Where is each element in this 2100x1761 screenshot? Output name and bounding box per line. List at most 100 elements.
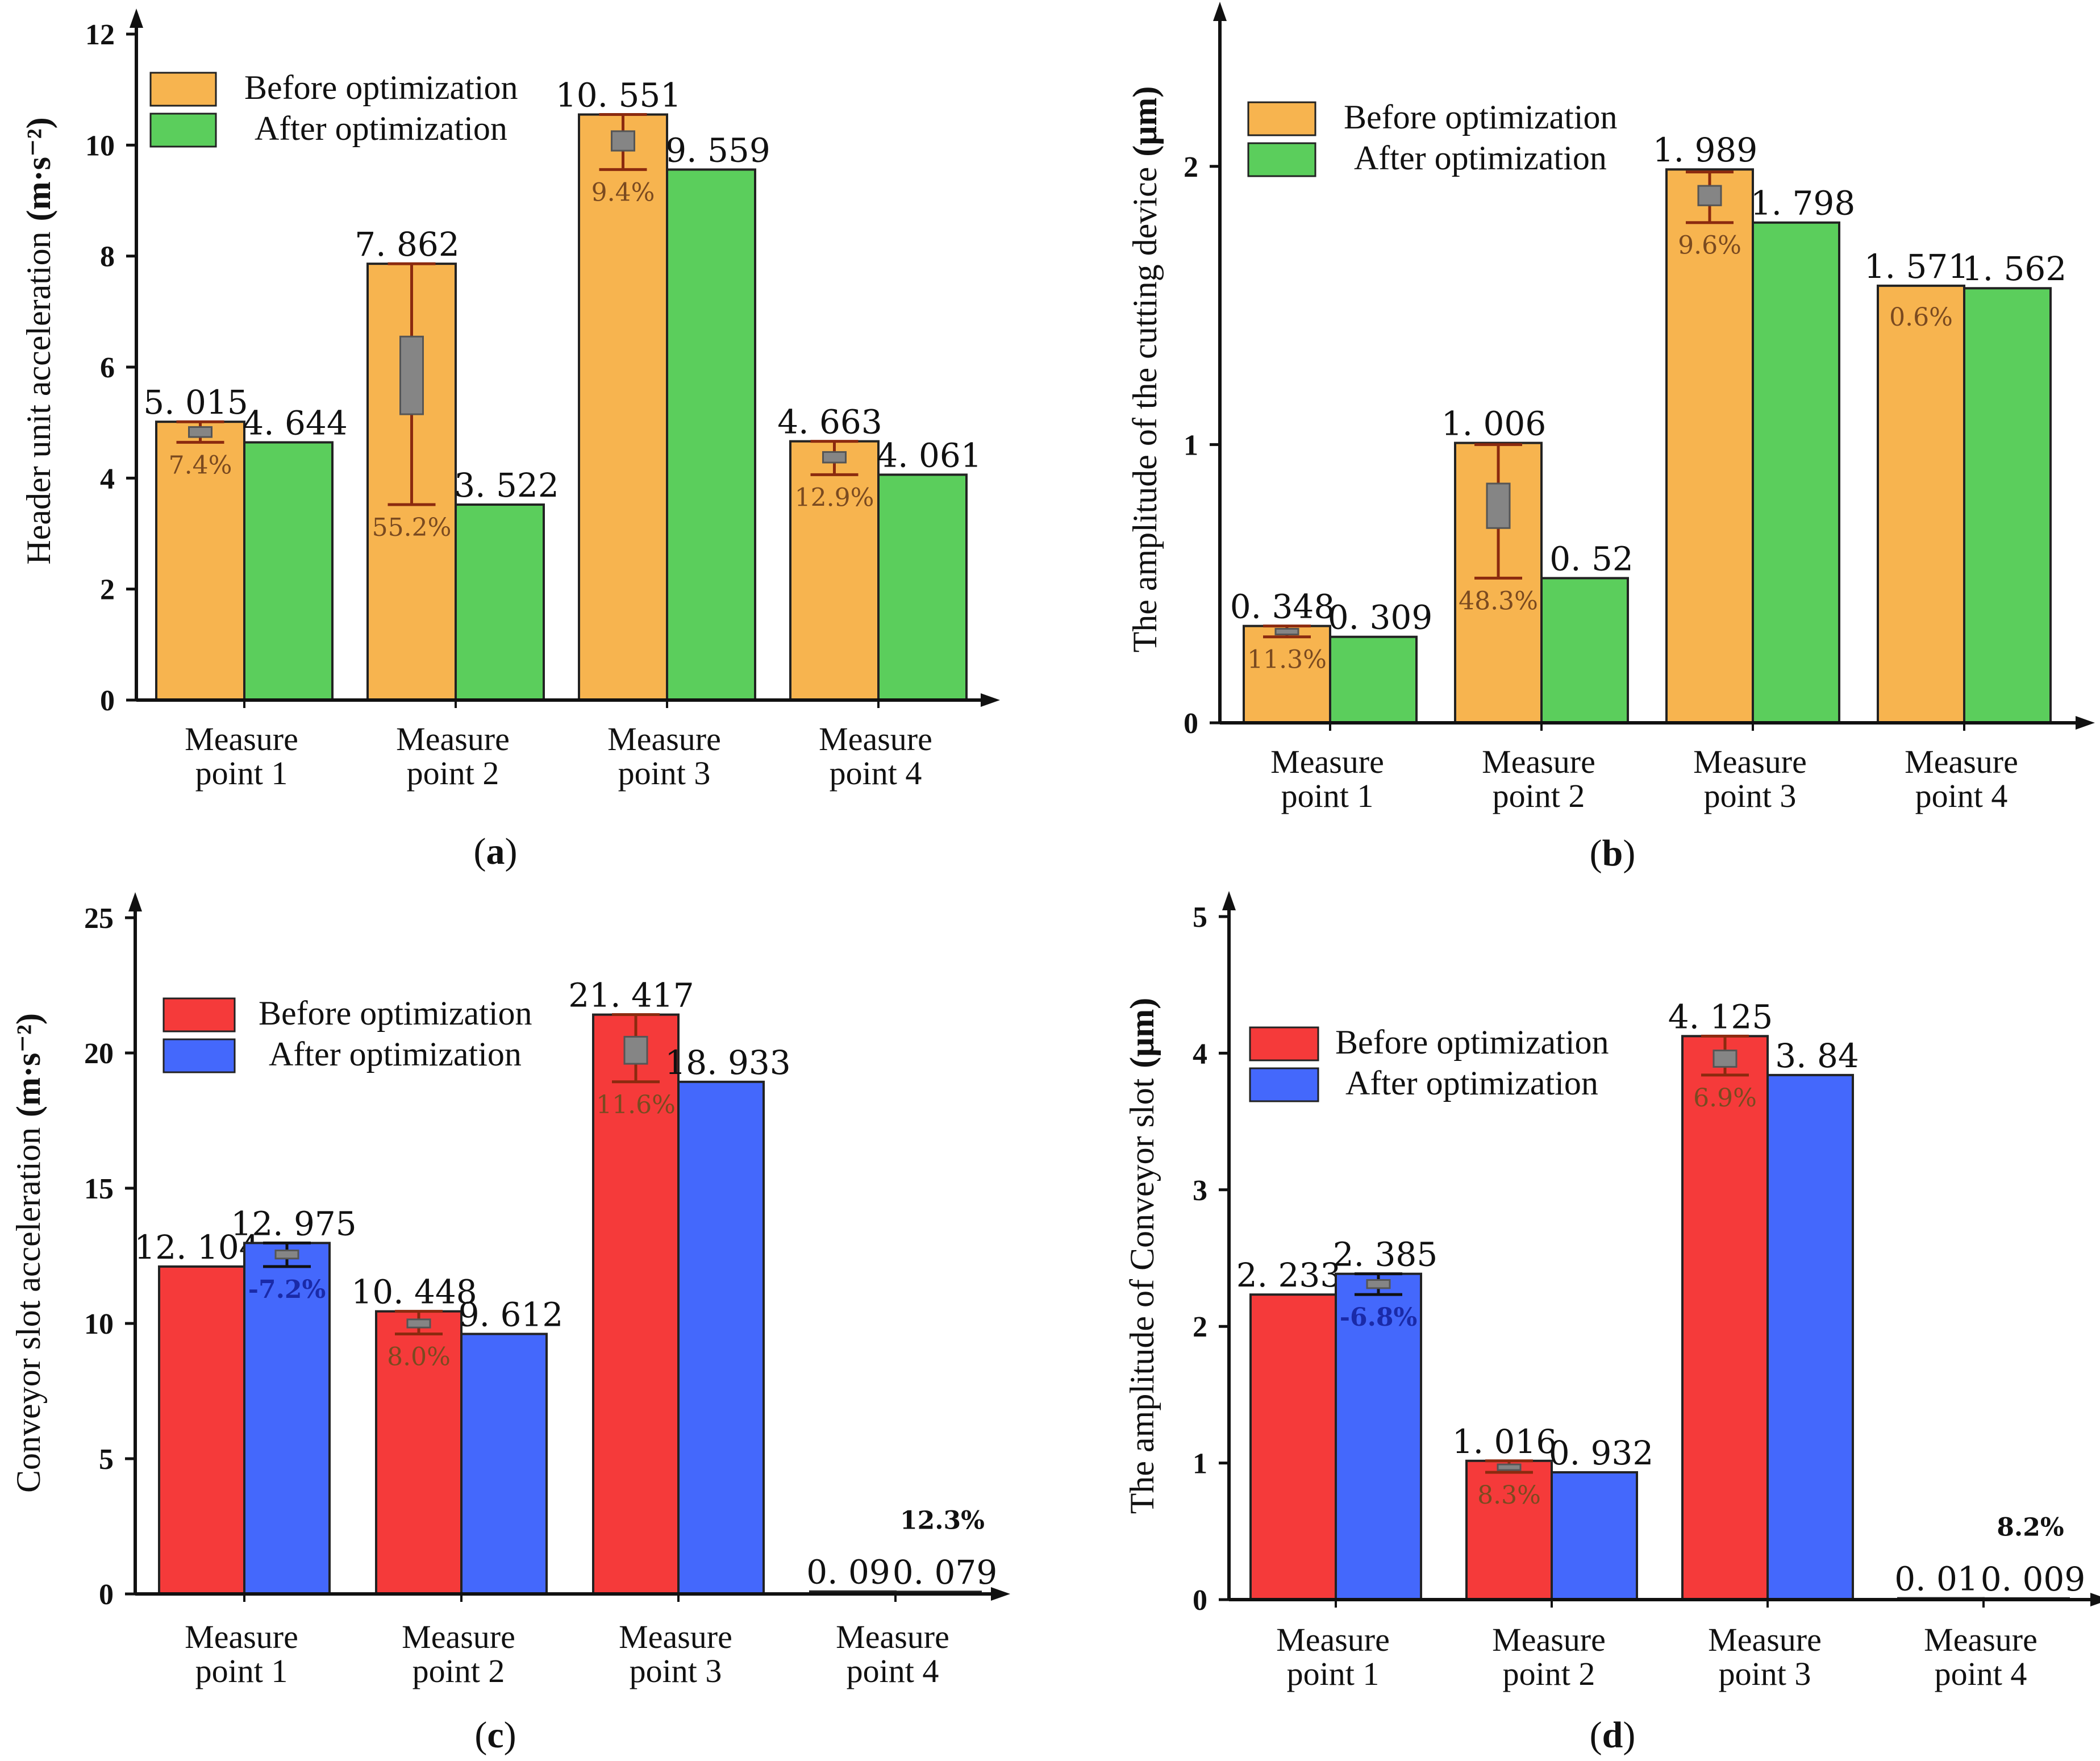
x-axis-arrow [991, 1587, 1010, 1601]
panel-caption-letter: c [487, 1714, 503, 1756]
bar-before-3 [1665, 168, 1754, 724]
error-box-4 [822, 451, 847, 464]
y-tick-label-0: 0 [99, 1579, 114, 1611]
legend-swatch-before [163, 997, 236, 1033]
y-axis-unit: (μm) [1123, 998, 1161, 1068]
bar-value-label-after-2: 0. 932 [1549, 1434, 1653, 1472]
percent-label-2: 55.2% [372, 513, 452, 542]
y-tick-label-1: 1 [1184, 429, 1198, 461]
legend-swatch-after [1247, 142, 1316, 177]
bar-value-label-before-4: 1. 571 [1864, 247, 1969, 286]
category-label-line2-4: point 4 [830, 755, 922, 792]
category-label-line2-1: point 1 [1281, 777, 1374, 814]
chart-panel-b: 0. 348 1. 006 1. 989 1. 571 0. 309 0. 52 1. 79… [1126, 2, 2095, 874]
percent-label-4: 12.9% [795, 483, 874, 512]
bar-after-2 [1551, 1471, 1638, 1601]
percent-label-3: 9.4% [591, 178, 655, 207]
y-axis-arrow [130, 9, 143, 28]
category-label-line1-1: Measure [185, 721, 298, 757]
panel-caption-open: ( [1590, 832, 1602, 874]
y-axis-unit: (m·s⁻²) [20, 117, 57, 221]
panel-caption-open: ( [474, 831, 486, 872]
y-axis-label-text: The amplitude of the cutting device [1126, 167, 1164, 653]
bar-after-2 [455, 503, 545, 701]
bar-value-label-before-4: 0. 01 [1894, 1560, 1978, 1598]
bar-after-4 [1963, 287, 2052, 724]
y-tick-label-4: 4 [100, 463, 115, 495]
category-label-line1-3: Measure [619, 1618, 732, 1655]
category-label-line2-4: point 4 [847, 1652, 939, 1689]
error-box-2 [1486, 482, 1511, 529]
bar-value-label-after-4: 0. 009 [1981, 1560, 2085, 1598]
bar-value-label-before-1: 2. 233 [1236, 1256, 1341, 1294]
y-axis-label-text: Header unit acceleration [20, 231, 57, 564]
legend-swatch-before [1247, 101, 1316, 136]
bar-after-2 [460, 1333, 548, 1595]
bar-value-label-after-2: 3. 522 [454, 466, 559, 505]
y-axis-label: Header unit acceleration (m·s⁻²) [20, 117, 57, 564]
legend-swatch-after [163, 1038, 236, 1073]
error-box-3 [1697, 185, 1722, 206]
category-label-line1-3: Measure [607, 721, 721, 757]
chart-panel-a: 5. 015 7. 862 10. 551 4. 663 4. 644 3. 522 9. … [20, 9, 1000, 872]
bar-value-label-before-2: 1. 016 [1452, 1422, 1557, 1461]
y-axis-label: The amplitude of the cutting device (μm) [1126, 86, 1164, 653]
chart-panel-d: 2. 233 1. 016 4. 125 0. 01 2. 385 0. 932 3. 84… [1123, 891, 2100, 1756]
percent-label-1: 11.3% [1247, 646, 1327, 675]
error-box-1 [1274, 628, 1299, 636]
bar-value-label-after-2: 0. 52 [1549, 539, 1634, 578]
bar-after-1 [1335, 1272, 1422, 1601]
y-tick-label-15: 15 [84, 1173, 114, 1205]
panel-caption-close: ) [1623, 832, 1635, 874]
y-axis-arrow [1213, 2, 1227, 21]
y-tick-label-10: 10 [84, 1308, 114, 1340]
category-label-line2-3: point 3 [630, 1652, 722, 1689]
bar-value-label-before-4: 0. 09 [806, 1553, 890, 1592]
y-axis-arrow [1222, 891, 1236, 910]
error-box-2 [406, 1318, 431, 1329]
y-tick-label-20: 20 [84, 1038, 114, 1070]
y-tick-label-0: 0 [100, 685, 115, 717]
percent-label-4: 12.3% [900, 1506, 985, 1535]
panel-caption: (d) [1590, 1714, 1636, 1756]
category-label-line1-1: Measure [1270, 743, 1384, 780]
legend-label-after: After optimization [255, 110, 507, 147]
percent-label-4: 0.6% [1889, 303, 1953, 332]
y-tick-label-5: 5 [99, 1443, 114, 1476]
bar-before-1 [1243, 625, 1331, 724]
bar-value-label-before-2: 7. 862 [355, 225, 459, 264]
category-label-line1-3: Measure [1708, 1621, 1822, 1658]
bar-value-label-before-2: 1. 006 [1441, 404, 1546, 443]
category-label-line1-1: Measure [1276, 1621, 1390, 1658]
bar-before-1 [155, 421, 245, 701]
category-label-line2-2: point 2 [407, 755, 499, 792]
category-label-line1-4: Measure [1924, 1621, 2038, 1658]
panel-caption-open: ( [1590, 1714, 1602, 1756]
percent-label-2: 8.0% [387, 1342, 451, 1371]
category-label-line2-1: point 1 [195, 755, 288, 792]
percent-label-2: 48.3% [1459, 586, 1538, 615]
panel-caption: (b) [1590, 832, 1636, 874]
category-label-line1-2: Measure [1482, 743, 1595, 780]
bar-before-3 [1681, 1035, 1769, 1601]
x-axis-arrow [981, 693, 1000, 707]
bar-value-label-before-3: 10. 551 [556, 76, 681, 115]
bar-value-label-before-2: 10. 448 [351, 1273, 477, 1312]
y-axis-label-text: The amplitude of Conveyor slot [1123, 1078, 1161, 1514]
y-tick-label-25: 25 [84, 902, 114, 935]
bar-value-label-before-1: 0. 348 [1230, 588, 1335, 626]
bar-after-3 [666, 168, 756, 701]
chart-panel-c: 12. 104 10. 448 21. 417 0. 09 12. 975 9. 612 1… [10, 892, 1010, 1756]
error-box-3 [1713, 1050, 1738, 1068]
legend-label-before: Before optimization [1344, 98, 1618, 136]
bar-value-label-after-3: 3. 84 [1775, 1036, 1859, 1075]
legend-label-after: After optimization [1354, 139, 1607, 177]
bar-before-4 [789, 440, 880, 701]
bar-value-label-before-1: 12. 104 [134, 1228, 260, 1267]
bar-after-4 [877, 473, 968, 701]
y-axis-unit: (m·s⁻²) [10, 1013, 47, 1117]
bar-value-label-after-1: 0. 309 [1328, 598, 1432, 637]
y-tick-label-2: 2 [1184, 151, 1198, 184]
y-tick-label-8: 8 [100, 241, 115, 273]
percent-label-3: 6.9% [1693, 1084, 1757, 1113]
